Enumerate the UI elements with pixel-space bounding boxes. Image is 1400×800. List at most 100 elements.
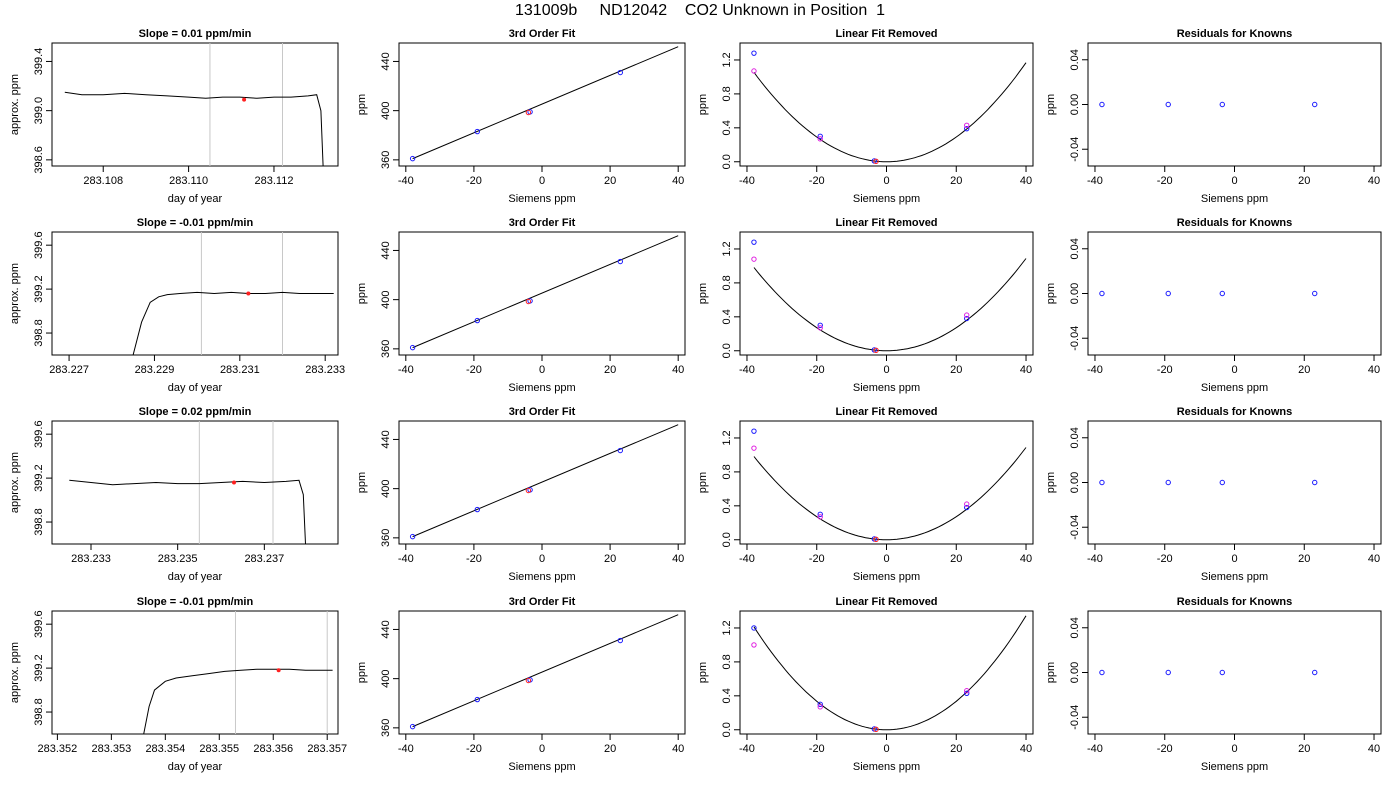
x-tick-label: -40 xyxy=(1087,743,1103,755)
x-axis-label: Siemens ppm xyxy=(1201,193,1268,205)
fit-line xyxy=(412,46,679,160)
chart-title: Slope = 0.01 ppm/min xyxy=(139,28,252,40)
y-tick-label: 0.04 xyxy=(1069,617,1081,638)
data-point xyxy=(817,136,823,142)
plot-area xyxy=(1099,479,1318,486)
x-tick-label: 0 xyxy=(1231,743,1237,755)
chart-panel: Slope = 0.01 ppm/min 283.108 283.110 283.11… xyxy=(9,28,339,205)
y-tick-label: 0.4 xyxy=(721,309,733,324)
plot-area xyxy=(751,239,1027,354)
x-tick-label: 0 xyxy=(539,175,545,187)
data-point xyxy=(964,690,970,696)
x-tick-label: -40 xyxy=(1087,175,1103,187)
data-point xyxy=(1099,290,1105,297)
x-tick-label: 283.108 xyxy=(83,175,123,187)
x-tick-label: -20 xyxy=(1157,175,1173,187)
y-tick-label: 360 xyxy=(380,151,392,169)
y-tick-label: 440 xyxy=(380,430,392,448)
y-tick-label: 0.0 xyxy=(721,343,733,358)
plot-frame xyxy=(51,231,339,356)
y-tick-label: 0.04 xyxy=(1069,238,1081,259)
x-tick-label: -20 xyxy=(1157,743,1173,755)
y-axis-label: ppm xyxy=(1045,472,1057,493)
y-tick-label: 1.2 xyxy=(721,620,733,635)
x-tick-label: 0 xyxy=(883,175,889,187)
fit-line xyxy=(412,235,679,349)
y-tick-label: 399.2 xyxy=(33,275,45,303)
y-tick-label: -0.04 xyxy=(1069,326,1081,351)
x-tick-label: 0 xyxy=(539,553,545,565)
x-tick-label: 283.357 xyxy=(307,743,347,755)
x-tick-label: -40 xyxy=(739,175,755,187)
data-point xyxy=(873,347,879,354)
data-point xyxy=(409,344,416,351)
x-axis-label: Siemens ppm xyxy=(853,193,920,205)
y-tick-label: 0.0 xyxy=(721,722,733,737)
data-point xyxy=(817,511,823,518)
x-tick-label: -20 xyxy=(466,553,482,565)
y-tick-label: 399.2 xyxy=(33,654,45,682)
x-axis-label: day of year xyxy=(168,761,223,773)
data-point xyxy=(1219,479,1225,486)
data-point xyxy=(525,487,532,494)
data-point xyxy=(1312,669,1318,676)
plot-area xyxy=(751,50,1027,165)
x-tick-label: -20 xyxy=(809,743,825,755)
x-tick-label: -40 xyxy=(398,553,414,565)
y-tick-label: 398.8 xyxy=(33,698,45,726)
plot-frame xyxy=(1087,231,1382,356)
plot-area xyxy=(143,611,333,734)
data-point xyxy=(1219,101,1225,108)
page-title: 131009b ND12042 CO2 Unknown in Position … xyxy=(515,2,885,19)
chart-panel: Linear Fit Removed -40 -20 0 20 40 Siemens ppm… xyxy=(697,406,1034,583)
x-tick-label: -40 xyxy=(398,175,414,187)
x-tick-label: 40 xyxy=(1020,743,1032,755)
plot-area xyxy=(132,232,334,355)
chart-panel: Slope = -0.01 ppm/min 283.227 283.229 283.2… xyxy=(9,217,345,394)
x-tick-label: -40 xyxy=(398,364,414,376)
y-tick-label: 398.8 xyxy=(33,508,45,536)
x-tick-label: 20 xyxy=(1298,743,1310,755)
chart-title: Residuals for Knowns xyxy=(1177,217,1293,229)
plot-area xyxy=(1099,101,1318,108)
y-tick-label: 0.00 xyxy=(1069,662,1081,683)
plot-frame xyxy=(1087,610,1382,735)
y-tick-label: 399.6 xyxy=(33,420,45,448)
y-axis-label: ppm xyxy=(1045,94,1057,115)
chart-title: Residuals for Knowns xyxy=(1177,596,1293,608)
series-line xyxy=(64,91,324,166)
series-line xyxy=(69,479,306,544)
data-point xyxy=(964,312,970,318)
data-point xyxy=(1099,479,1105,486)
chart-title: Linear Fit Removed xyxy=(835,217,937,229)
data-point xyxy=(1219,290,1225,297)
data-point xyxy=(617,637,624,644)
x-tick-label: 40 xyxy=(1020,364,1032,376)
plot-frame xyxy=(51,610,339,735)
data-point xyxy=(1312,101,1318,108)
data-point xyxy=(474,506,481,513)
y-tick-label: 399.0 xyxy=(33,97,45,125)
y-tick-label: 360 xyxy=(380,719,392,737)
highlight-point xyxy=(242,97,247,102)
x-axis-label: Siemens ppm xyxy=(1201,761,1268,773)
x-tick-label: 283.112 xyxy=(254,175,293,187)
x-tick-label: -20 xyxy=(809,175,825,187)
x-tick-label: 20 xyxy=(604,553,616,565)
chart-panel: Linear Fit Removed -40 -20 0 20 40 Siemens ppm… xyxy=(697,596,1034,773)
data-point xyxy=(873,726,879,733)
chart-title: Slope = -0.01 ppm/min xyxy=(137,596,254,608)
x-tick-label: 40 xyxy=(1368,553,1380,565)
chart-title: 3rd Order Fit xyxy=(509,596,576,608)
x-tick-label: 283.227 xyxy=(49,364,89,376)
data-point xyxy=(1312,290,1318,297)
x-tick-label: 40 xyxy=(1368,175,1380,187)
x-tick-label: 0 xyxy=(539,743,545,755)
plot-frame xyxy=(739,610,1034,735)
highlight-point xyxy=(276,668,281,673)
y-tick-label: 400 xyxy=(380,479,392,497)
x-axis-label: Siemens ppm xyxy=(508,571,575,583)
y-axis-label: ppm xyxy=(697,94,709,115)
x-tick-label: 20 xyxy=(1298,364,1310,376)
